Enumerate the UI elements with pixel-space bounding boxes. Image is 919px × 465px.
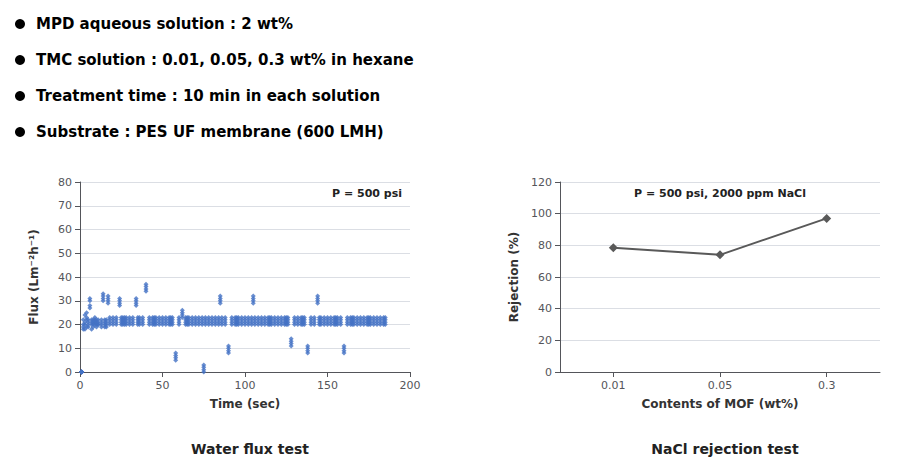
svg-text:Flux (Lm⁻²h⁻¹): Flux (Lm⁻²h⁻¹) (27, 229, 41, 325)
svg-text:60: 60 (58, 223, 72, 236)
svg-text:150: 150 (317, 379, 338, 392)
svg-text:Rejection (%): Rejection (%) (507, 232, 521, 323)
svg-text:Treatment time : 10 min in eac: Treatment time : 10 min in each solution (36, 87, 380, 105)
svg-text:0.3: 0.3 (818, 379, 836, 392)
svg-text:MPD aqueous solution : 2 wt%: MPD aqueous solution : 2 wt% (36, 15, 293, 33)
svg-text:100: 100 (531, 207, 552, 220)
svg-text:100: 100 (235, 379, 256, 392)
svg-text:60: 60 (538, 271, 552, 284)
svg-text:200: 200 (400, 379, 421, 392)
svg-text:20: 20 (538, 334, 552, 347)
svg-text:20: 20 (58, 318, 72, 331)
svg-text:P = 500 psi, 2000 ppm NaCl: P = 500 psi, 2000 ppm NaCl (634, 187, 806, 200)
svg-text:70: 70 (58, 199, 72, 212)
svg-text:Time (sec): Time (sec) (210, 397, 280, 411)
svg-text:0: 0 (65, 366, 72, 379)
svg-text:NaCl rejection test: NaCl rejection test (651, 441, 799, 457)
svg-text:0: 0 (545, 366, 552, 379)
svg-text:40: 40 (538, 302, 552, 315)
svg-text:0.01: 0.01 (601, 379, 626, 392)
svg-text:0: 0 (77, 379, 84, 392)
svg-text:30: 30 (58, 294, 72, 307)
svg-text:50: 50 (58, 247, 72, 260)
svg-text:0.05: 0.05 (708, 379, 733, 392)
svg-text:TMC solution : 0.01, 0.05, 0.3: TMC solution : 0.01, 0.05, 0.3 wt% in he… (36, 51, 414, 69)
svg-text:120: 120 (531, 176, 552, 189)
svg-text:50: 50 (156, 379, 170, 392)
svg-text:P = 500 psi: P = 500 psi (332, 187, 402, 200)
svg-text:80: 80 (58, 176, 72, 189)
svg-text:Substrate : PES UF membrane (6: Substrate : PES UF membrane (600 LMH) (36, 123, 384, 141)
svg-text:Contents of MOF (wt%): Contents of MOF (wt%) (641, 397, 798, 411)
svg-text:80: 80 (538, 239, 552, 252)
svg-text:40: 40 (58, 271, 72, 284)
svg-text:Water flux test: Water flux test (191, 441, 309, 457)
svg-text:10: 10 (58, 342, 72, 355)
